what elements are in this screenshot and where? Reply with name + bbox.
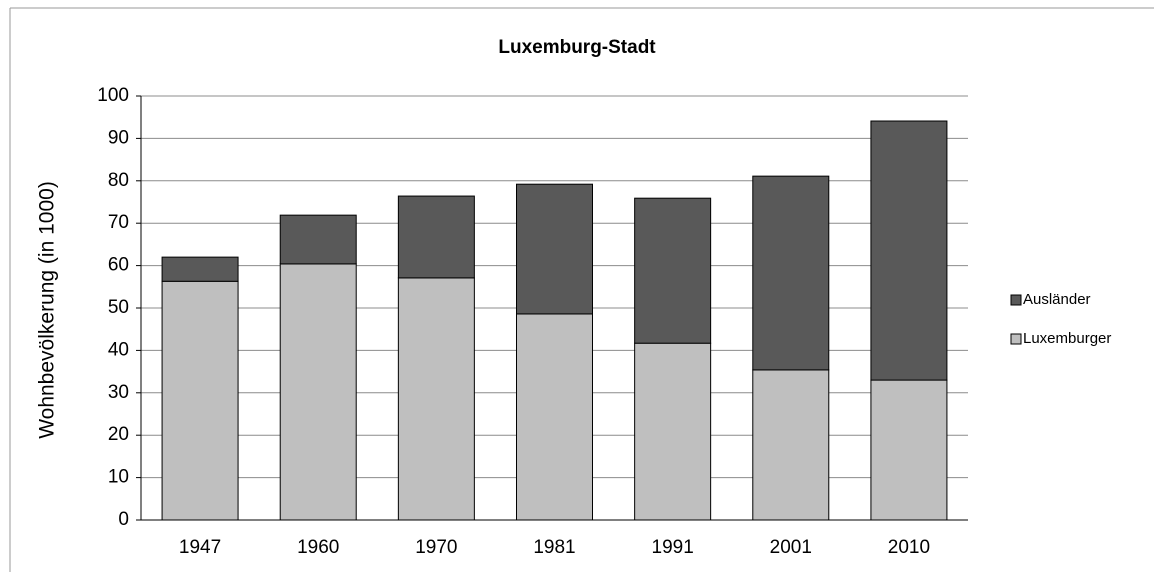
y-tick-label: 10	[108, 467, 129, 488]
bar	[870, 379, 948, 521]
y-tick-label: 90	[108, 127, 129, 148]
y-tick-label: 80	[108, 170, 129, 191]
bar	[634, 197, 712, 344]
legend-swatch	[1010, 333, 1022, 345]
x-tick-label: 1960	[297, 537, 339, 558]
legend-label: Ausländer	[1023, 291, 1091, 308]
bar	[397, 277, 475, 521]
y-tick-label: 100	[97, 85, 129, 106]
bar	[752, 369, 830, 521]
y-tick-label: 20	[108, 424, 129, 445]
y-axis-label: Wohnbevölkerung (in 1000)	[36, 181, 59, 439]
legend-swatch	[1010, 294, 1022, 306]
y-tick-label: 70	[108, 212, 129, 233]
bar	[870, 120, 948, 381]
bar	[634, 342, 712, 521]
bar	[516, 313, 593, 521]
bar	[279, 263, 357, 521]
y-tick-label: 60	[108, 255, 129, 276]
y-tick-label: 40	[108, 339, 129, 360]
bar	[397, 195, 475, 279]
legend-label: Luxemburger	[1023, 330, 1111, 347]
y-tick-label: 30	[108, 382, 129, 403]
x-tick-label: 1947	[179, 537, 221, 558]
y-tick-label: 0	[118, 509, 129, 530]
x-tick-label: 1981	[533, 537, 575, 558]
bar	[279, 214, 357, 265]
x-tick-label: 1991	[652, 537, 694, 558]
bar	[161, 256, 239, 282]
y-tick-label: 50	[108, 297, 129, 318]
chart-title: Luxemburg-Stadt	[498, 37, 656, 58]
x-tick-label: 2010	[888, 537, 930, 558]
x-tick-label: 2001	[770, 537, 812, 558]
x-tick-label: 1970	[415, 537, 457, 558]
bar	[752, 175, 830, 371]
bar	[516, 183, 593, 315]
bar	[161, 280, 239, 521]
